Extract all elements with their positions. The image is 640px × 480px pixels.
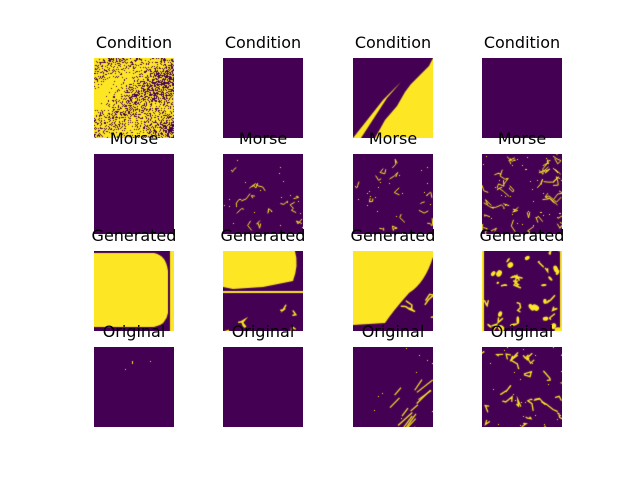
panel-title: Morse xyxy=(109,129,159,148)
panel-title: Generated xyxy=(350,226,436,245)
panel-title: Morse xyxy=(238,129,288,148)
generated-panel-1 full-blob-mask-icon xyxy=(94,251,174,331)
panel-title: Generated xyxy=(479,226,565,245)
original-panel-1 nearly-empty-mask-icon xyxy=(94,347,174,427)
condition-panel-2 empty-mask-icon xyxy=(223,58,303,138)
panel-title: Morse xyxy=(368,129,418,148)
morse-panel-4 dense-lines-mask-icon xyxy=(482,154,562,234)
panel-title: Original xyxy=(102,322,166,341)
panel-title: Generated xyxy=(220,226,306,245)
panel-title: Condition xyxy=(95,33,173,52)
original-panel-3 diagonal-lines-mask-icon xyxy=(353,347,433,427)
panel-title: Generated xyxy=(91,226,177,245)
condition-panel-4 empty-mask-icon xyxy=(482,58,562,138)
original-panel-4 branching-lines-mask-icon xyxy=(482,347,562,427)
panel-title: Condition xyxy=(483,33,561,52)
condition-panel-1 noisy-speckle-mask-icon xyxy=(94,58,174,138)
morse-panel-3 sparse-lines-mask-icon xyxy=(353,154,433,234)
panel-title: Original xyxy=(361,322,425,341)
condition-panel-3 lower-right-blob-mask-icon xyxy=(353,58,433,138)
panel-title: Original xyxy=(490,322,554,341)
morse-panel-1 empty-mask-icon xyxy=(94,154,174,234)
morse-panel-2 sparse-lines-mask-icon xyxy=(223,154,303,234)
panel-title: Morse xyxy=(497,129,547,148)
panel-title: Original xyxy=(231,322,295,341)
original-panel-2 empty-mask-icon xyxy=(223,347,303,427)
generated-panel-3 upper-left-blob-mask-icon xyxy=(353,251,433,331)
generated-panel-4 scattered-blobs-mask-icon xyxy=(482,251,562,331)
generated-panel-2 upper-blob-mask-icon xyxy=(223,251,303,331)
panel-title: Condition xyxy=(224,33,302,52)
panel-title: Condition xyxy=(354,33,432,52)
